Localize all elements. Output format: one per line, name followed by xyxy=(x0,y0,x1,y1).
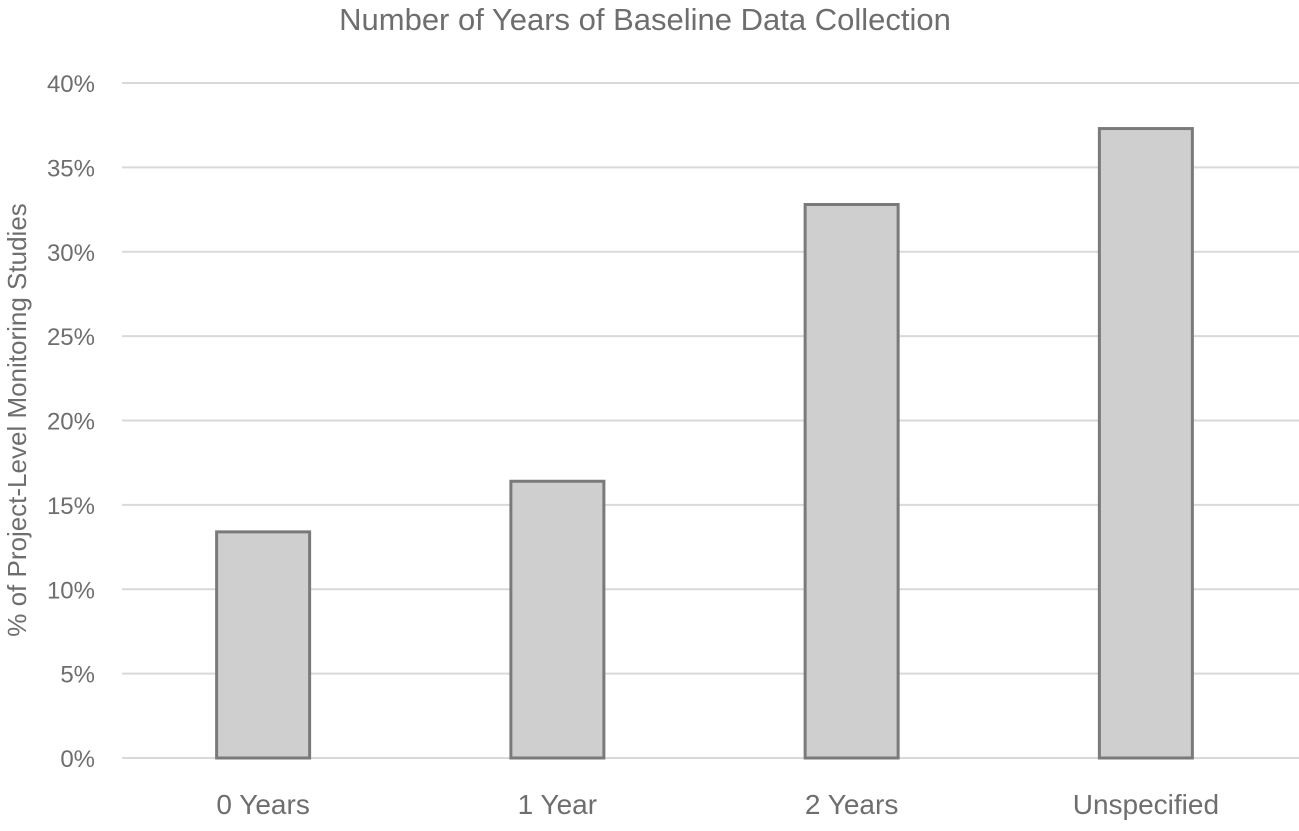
bar xyxy=(215,530,312,760)
x-tick-labels: 0 Years 1 Year 2 Years Unspecified xyxy=(216,789,1219,820)
chart-title: Number of Years of Baseline Data Collect… xyxy=(339,2,951,37)
y-tick-label: 0% xyxy=(60,746,95,773)
x-tick-label: 2 Years xyxy=(805,789,898,820)
y-tick-label: 10% xyxy=(47,577,95,604)
bar xyxy=(509,479,606,760)
y-tick-label: 30% xyxy=(47,240,95,267)
y-tick-label: 35% xyxy=(47,155,95,182)
bar xyxy=(1097,127,1194,760)
x-tick-label: 1 Year xyxy=(518,789,597,820)
y-tick-labels: 0% 5% 10% 15% 20% 25% 30% 35% 40% xyxy=(47,71,95,773)
y-tick-label: 5% xyxy=(60,662,95,689)
bars xyxy=(215,127,1194,760)
y-tick-label: 40% xyxy=(47,71,95,98)
y-tick-label: 25% xyxy=(47,324,95,351)
y-tick-label: 20% xyxy=(47,409,95,436)
gridlines xyxy=(122,82,1299,759)
bar xyxy=(803,203,900,760)
x-tick-label: Unspecified xyxy=(1073,789,1219,820)
y-axis-label: % of Project-Level Monitoring Studies xyxy=(2,203,32,637)
y-tick-label: 15% xyxy=(47,493,95,520)
x-tick-label: 0 Years xyxy=(216,789,309,820)
